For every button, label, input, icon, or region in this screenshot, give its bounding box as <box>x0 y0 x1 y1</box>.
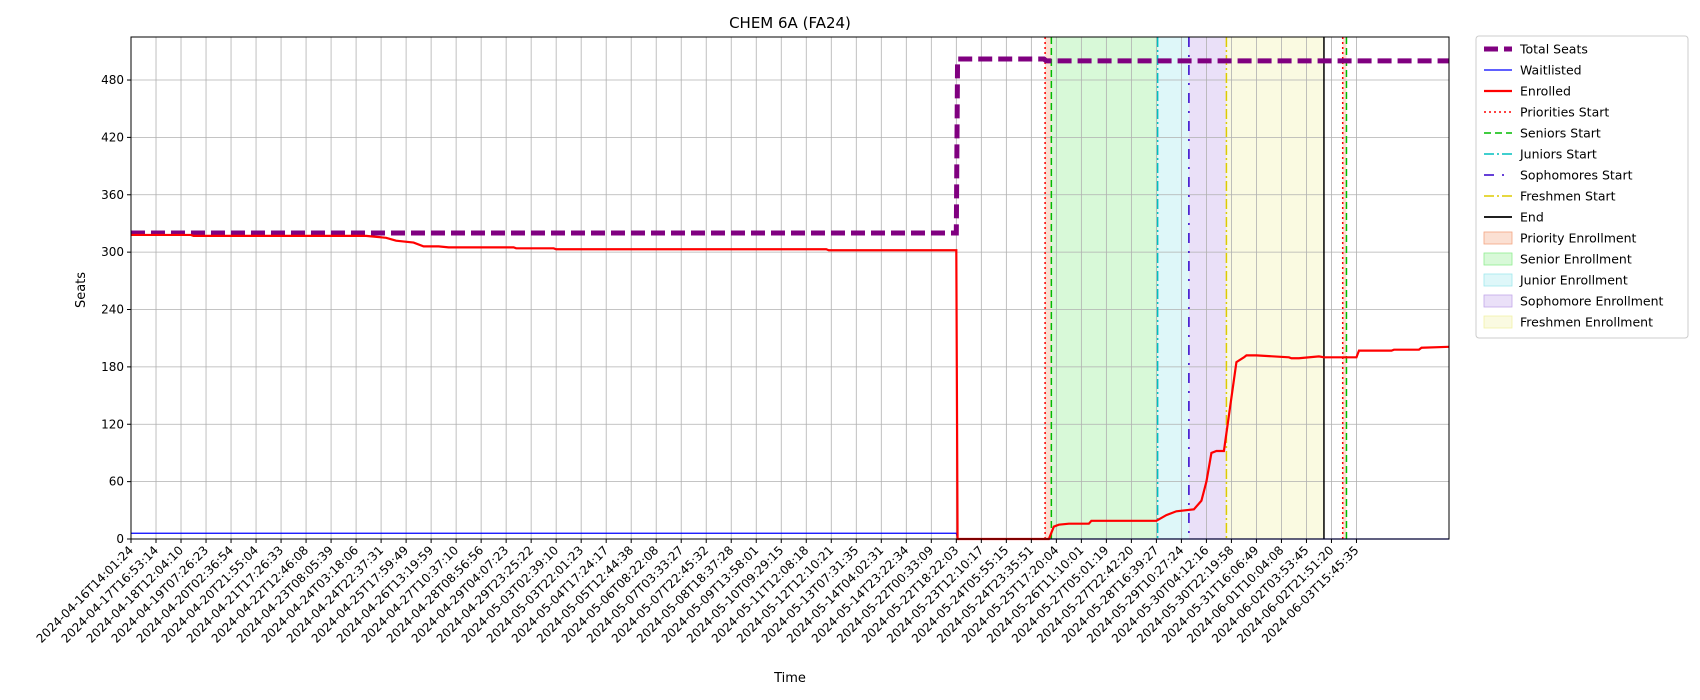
enrollment-span-5 <box>1342 37 1347 539</box>
legend-swatch <box>1483 294 1513 308</box>
y-tick-label: 420 <box>101 130 124 144</box>
series-line-total-seats <box>131 56 1449 236</box>
legend-box <box>1475 35 1689 339</box>
legend-swatch <box>1483 273 1513 287</box>
legend-label: Total Seats <box>1519 42 1588 57</box>
y-tick-label: 360 <box>101 188 124 202</box>
legend-label: Seniors Start <box>1520 126 1601 141</box>
legend-label: Senior Enrollment <box>1520 252 1632 267</box>
legend-label: Freshmen Enrollment <box>1520 315 1653 330</box>
y-axis-label: Seats <box>74 272 89 308</box>
enrollment-span-1 <box>1051 37 1158 539</box>
legend-label: Freshmen Start <box>1520 189 1616 204</box>
y-tick-label: 300 <box>101 245 124 259</box>
enrollment-span-4 <box>1226 37 1324 539</box>
x-axis-label: Time <box>773 671 806 686</box>
legend-label: Waitlisted <box>1520 63 1582 78</box>
legend: Total Seats Waitlisted Enrolled Priorities … <box>1475 35 1689 339</box>
legend-label: End <box>1520 210 1544 225</box>
legend-label: Sophomore Enrollment <box>1520 294 1664 309</box>
legend-label: Junior Enrollment <box>1519 273 1628 288</box>
chart-title: CHEM 6A (FA24) <box>729 14 851 32</box>
legend-label: Priority Enrollment <box>1520 231 1637 246</box>
series-line-enrolled <box>131 233 1450 541</box>
plot-frame <box>130 36 1450 540</box>
y-tick-label: 0 <box>116 532 124 546</box>
legend-swatch <box>1483 231 1513 245</box>
legend-label: Enrolled <box>1520 84 1571 99</box>
y-tick-label: 120 <box>101 417 124 431</box>
legend-label: Priorities Start <box>1520 105 1609 120</box>
plot-area: 0601201802403003604204802024-04-16T14:01… <box>34 36 1450 646</box>
y-tick-label: 60 <box>109 475 124 489</box>
enrollment-span-3 <box>1188 37 1227 539</box>
legend-label: Sophomores Start <box>1520 168 1633 183</box>
legend-swatch <box>1483 252 1513 266</box>
y-tick-label: 180 <box>101 360 124 374</box>
y-tick-label: 480 <box>101 73 124 87</box>
legend-swatch <box>1483 315 1513 329</box>
enrollment-span-0 <box>1045 37 1052 539</box>
enrollment-span-2 <box>1157 37 1189 539</box>
legend-label: Juniors Start <box>1519 147 1597 162</box>
y-tick-label: 240 <box>101 303 124 317</box>
